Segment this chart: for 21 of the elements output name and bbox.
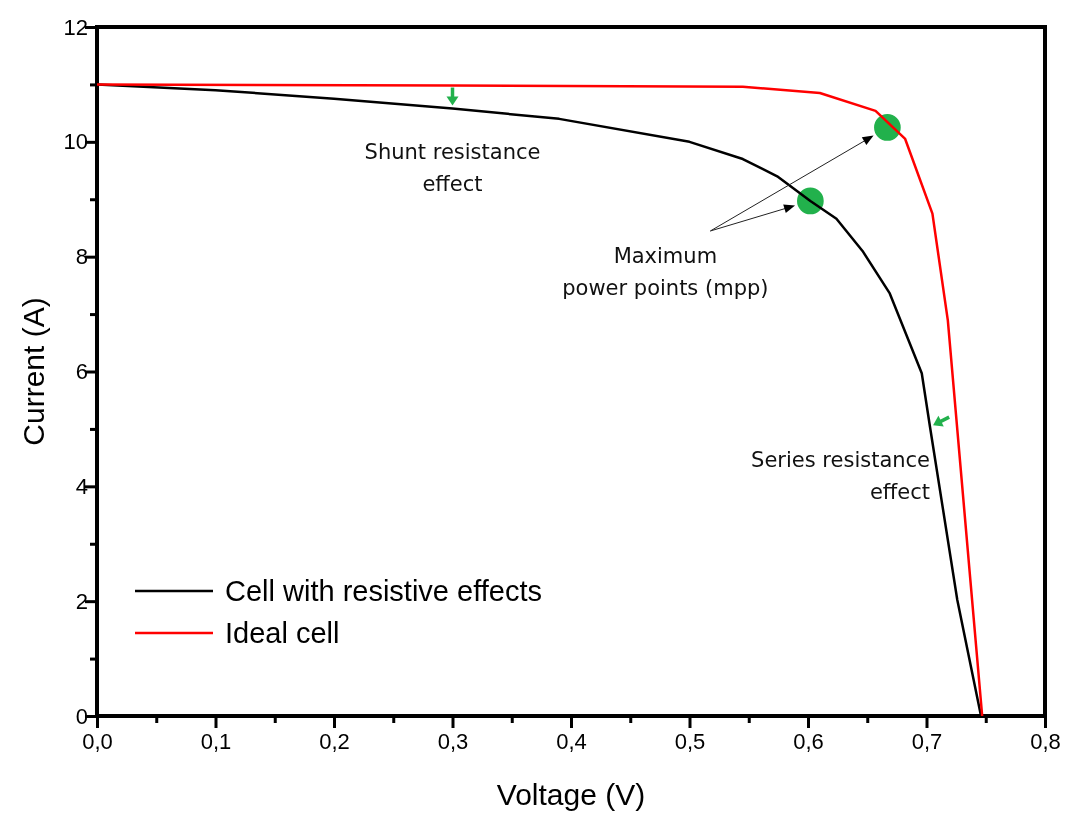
legend-label: Ideal cell [225,617,340,649]
x-tick-label: 0,5 [674,729,706,755]
y-tick-label: 8 [75,244,88,270]
y-axis-title: Current (A) [17,297,50,446]
x-tick-label: 0,2 [319,729,350,755]
y-tick-label: 10 [63,129,88,155]
x-axis-title: Voltage (V) [496,778,646,811]
annotation: Maximum power points (mpp) [562,243,769,300]
y-tick-label: 4 [75,473,88,499]
annotation: Series resistance effect [751,448,931,505]
y-tick-label: 2 [75,588,88,614]
x-tick-label: 0,8 [1030,729,1061,755]
x-tick-label: 0,7 [911,729,943,755]
x-tick-label: 0,4 [556,729,587,755]
legend-label: Cell with resistive effects [225,575,542,607]
y-tick-label: 12 [63,14,88,40]
x-tick-label: 0,1 [200,729,232,755]
x-tick-label: 0,6 [793,729,824,755]
annotation: Shunt resistance effect [364,139,541,196]
x-tick-label: 0,0 [82,729,113,755]
x-tick-label: 0,3 [437,729,469,755]
